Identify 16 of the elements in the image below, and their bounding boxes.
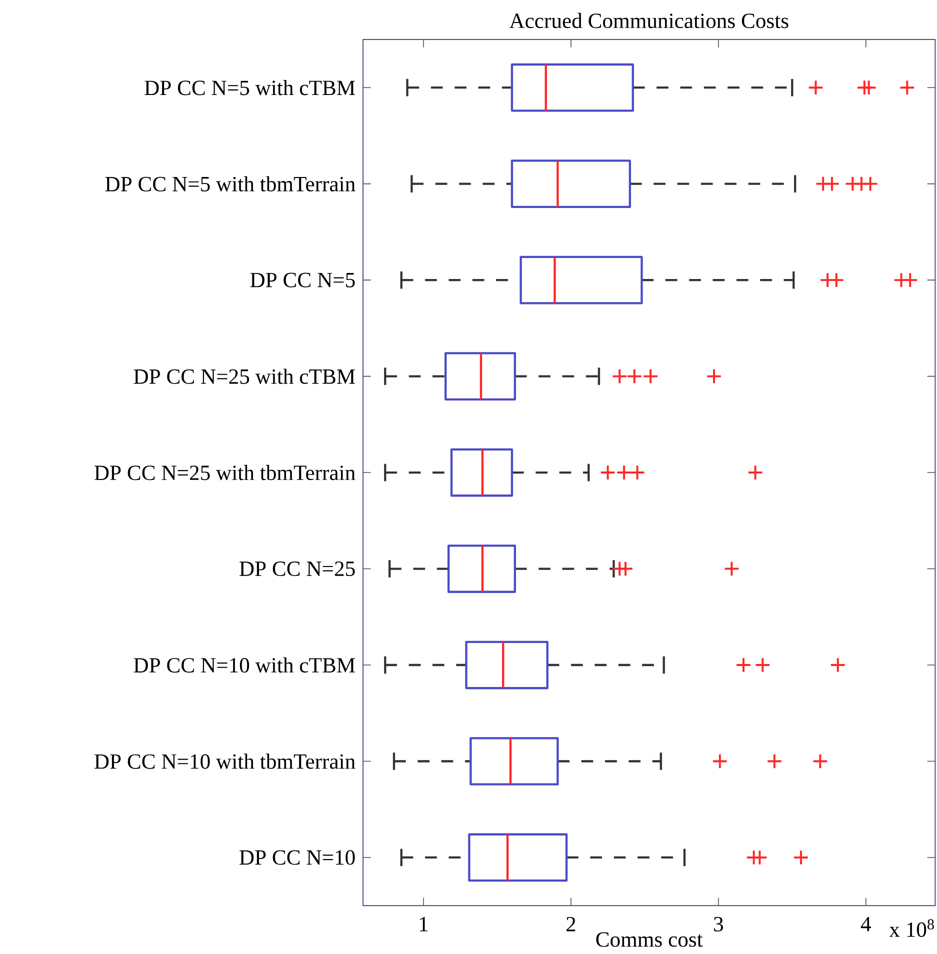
y-tick-label: DP CC N=25 with tbmTerrain [94,464,356,480]
y-tick-label: DP CC N=10 with tbmTerrain [94,754,356,769]
chart-title: Accrued Communications Costs [509,12,788,28]
y-tick-label: DP CC N=10 [239,850,355,865]
y-tick-label: DP CC N=10 with cTBM [134,657,355,673]
y-tick-label: DP CC N=25 with cTBM [134,368,355,384]
x-tick-label: 3 [714,916,723,932]
x-axis-title: Comms cost [596,932,703,947]
y-tick-label: DP CC N=5 with cTBM [144,80,355,96]
x-tick-label: 2 [566,916,576,932]
x-tick-label: 4 [860,916,871,932]
y-tick-label: DP CC N=5 with tbmTerrain [105,176,356,192]
text: x 10$^{8}$ [889,919,934,937]
y-tick-label: DP CC N=5 [250,272,355,288]
y-tick-label: DP CC N=25 [239,562,355,576]
x-tick-label: 1 [420,916,428,932]
